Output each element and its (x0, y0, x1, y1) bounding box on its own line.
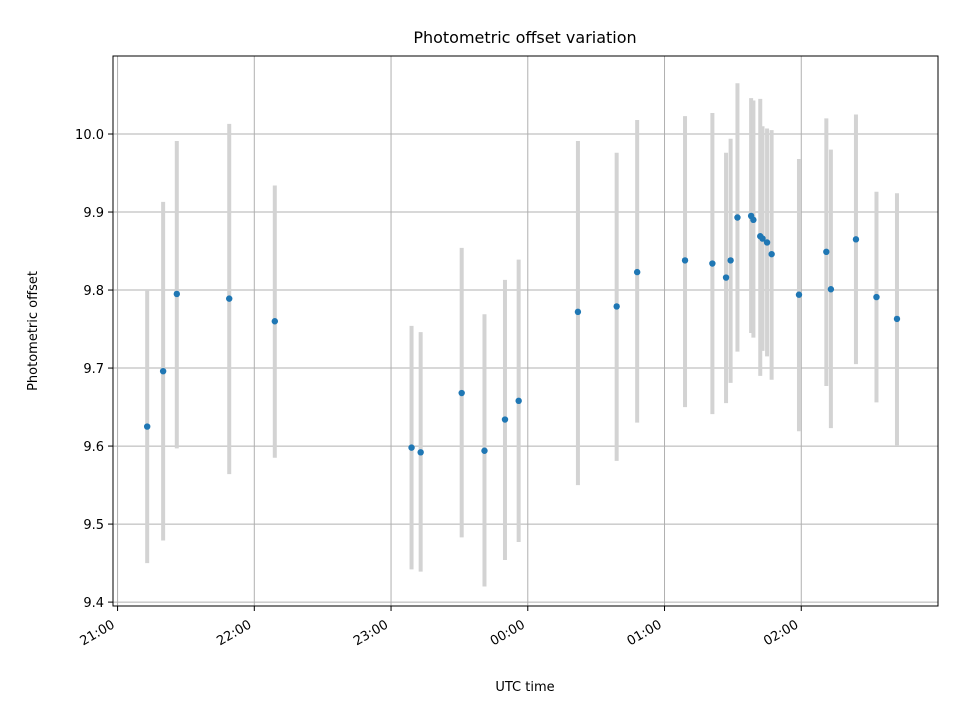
data-point (408, 444, 415, 451)
data-point (722, 274, 730, 281)
y-tick-label: 9.5 (83, 518, 104, 533)
data-point (750, 216, 757, 224)
data-point (873, 293, 880, 301)
data-point (633, 268, 641, 276)
y-axis-label: Photometric offset (26, 271, 41, 391)
data-point (613, 303, 620, 310)
data-point (143, 423, 151, 430)
data-point (515, 397, 522, 405)
data-point (827, 286, 835, 293)
y-tick-label: 9.4 (83, 596, 104, 611)
data-point (417, 449, 424, 456)
data-point (768, 250, 775, 258)
grid-lines (113, 56, 938, 606)
data-point (795, 291, 803, 298)
x-axis-label: UTC time (495, 680, 554, 695)
data-point (574, 308, 582, 316)
data-point (173, 290, 181, 298)
x-tick-label: 00:00 (488, 617, 528, 649)
x-tick-label: 23:00 (351, 617, 391, 649)
y-axis-ticks: 9.4 9.5 9.6 9.7 9.8 9.9 10.0 (75, 128, 113, 611)
x-tick-label: 22:00 (214, 617, 254, 649)
data-point (893, 315, 901, 323)
data-point (458, 389, 465, 397)
x-axis-ticks: 21:00 22:00 23:00 00:00 01:00 02:00 (78, 606, 802, 649)
data-point (501, 416, 509, 423)
y-tick-label: 9.7 (83, 362, 104, 377)
data-point (823, 248, 830, 256)
y-tick-label: 9.9 (83, 206, 104, 221)
data-point (734, 214, 741, 221)
y-tick-label: 9.8 (83, 284, 104, 299)
x-tick-label: 21:00 (78, 617, 118, 649)
data-point (271, 318, 279, 325)
data-point (727, 257, 734, 264)
data-point (481, 447, 488, 454)
chart-title: Photometric offset variation (413, 28, 636, 47)
data-point (681, 257, 689, 264)
data-point (759, 235, 766, 242)
data-point (852, 236, 860, 243)
data-point (159, 367, 167, 375)
x-tick-label: 02:00 (761, 617, 801, 649)
data-point (709, 260, 716, 267)
data-point (226, 295, 233, 302)
plot-frame (112, 55, 939, 607)
data-point (763, 239, 771, 246)
y-tick-label: 10.0 (75, 128, 104, 143)
data-points (143, 212, 901, 456)
x-tick-label: 01:00 (625, 617, 665, 649)
error-bars (145, 83, 899, 587)
y-tick-label: 9.6 (83, 440, 104, 455)
